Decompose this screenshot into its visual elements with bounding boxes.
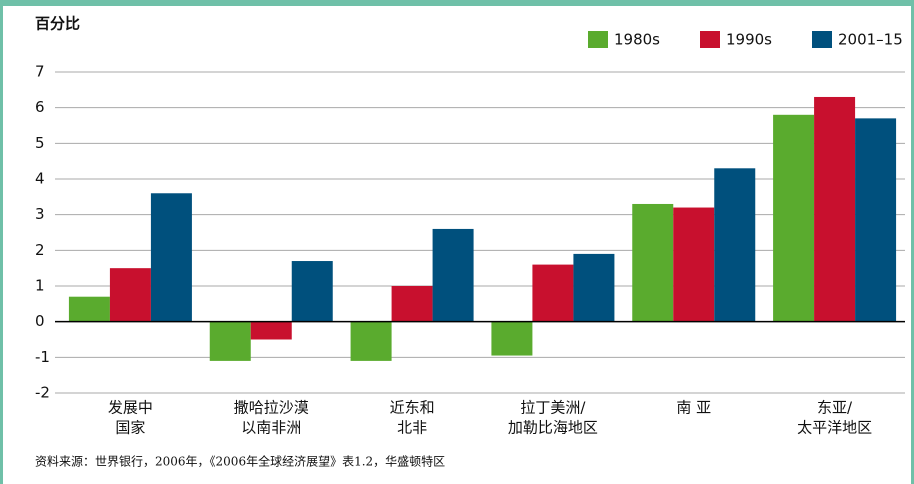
- legend-label: 1990s: [726, 31, 772, 49]
- y-tick-label: -1: [35, 348, 50, 366]
- y-tick-label: 7: [35, 63, 45, 81]
- legend-swatch: [588, 31, 608, 48]
- bar: [109, 268, 151, 322]
- bar: [209, 321, 251, 361]
- x-tick-label: 近东和: [390, 399, 435, 417]
- bar: [491, 321, 533, 356]
- x-tick-label: 拉丁美洲/: [520, 399, 586, 417]
- top-border: [0, 0, 914, 6]
- x-tick-label: 加勒比海地区: [508, 419, 598, 437]
- x-tick-label: 东亚/: [817, 399, 853, 417]
- x-tick-label: 北非: [397, 419, 427, 437]
- x-tick-label: 以南非洲: [241, 419, 301, 437]
- left-border: [0, 0, 3, 484]
- legend-swatch: [700, 31, 720, 48]
- bar: [150, 193, 192, 322]
- y-tick-label: 5: [35, 134, 45, 152]
- bar: [291, 261, 333, 322]
- y-tick-label: 6: [35, 98, 45, 116]
- source-note: 资料来源：世界银行，2006年，《2006年全球经济展望》表1.2，华盛顿特区: [35, 454, 445, 469]
- bar: [350, 321, 392, 361]
- y-tick-label: 4: [35, 170, 45, 188]
- bar: [573, 253, 615, 322]
- y-tick-label: 3: [35, 205, 45, 223]
- bar: [632, 203, 674, 322]
- bar: [814, 96, 856, 322]
- bar: [855, 118, 897, 322]
- legend-swatch: [812, 31, 832, 48]
- y-tick-label: 1: [35, 277, 45, 295]
- legend-label: 1980s: [614, 31, 660, 49]
- y-tick-label: 2: [35, 241, 45, 259]
- bar: [773, 114, 815, 322]
- y-tick-label: -2: [35, 384, 50, 402]
- bar: [250, 321, 292, 340]
- bar: [673, 207, 715, 322]
- x-tick-label: 撒哈拉沙漠: [234, 399, 309, 417]
- x-tick-label: 发展中: [108, 399, 153, 417]
- y-axis-label: 百分比: [35, 15, 80, 33]
- bar: [391, 286, 433, 322]
- bar: [714, 168, 756, 322]
- right-border: [911, 0, 914, 484]
- legend-label: 2001–15: [838, 31, 903, 49]
- x-tick-label: 南 亚: [676, 399, 711, 417]
- bar: [432, 228, 474, 322]
- x-tick-label: 太平洋地区: [797, 419, 872, 437]
- bar: [532, 264, 574, 322]
- y-tick-label: 0: [35, 312, 45, 330]
- x-tick-label: 国家: [115, 419, 145, 437]
- bar: [68, 296, 110, 322]
